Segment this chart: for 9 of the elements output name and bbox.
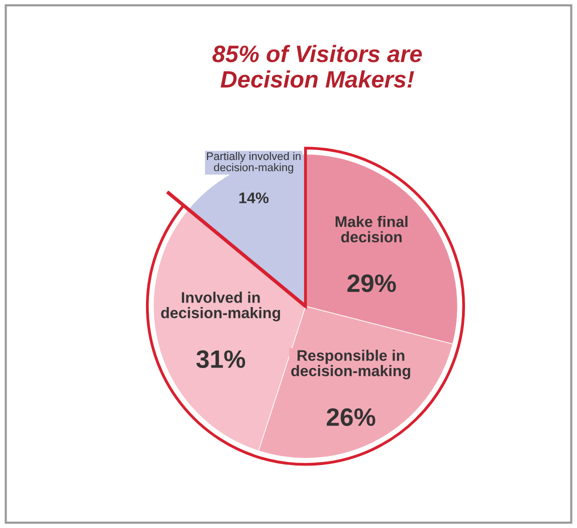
data-label: 14%	[239, 192, 269, 204]
slice-label: Responsible in decision-making	[291, 350, 410, 380]
data-label: 26%	[326, 408, 376, 426]
slice-label: Partially involved in decision-making	[207, 152, 301, 174]
slice-label: Involved in decision-making	[161, 292, 280, 322]
chart-title: 85% of Visitors are Decision Makers!	[212, 44, 422, 88]
data-label: 29%	[347, 274, 396, 292]
slice-label: Make final decision	[336, 216, 408, 242]
data-label: 31%	[196, 350, 246, 368]
